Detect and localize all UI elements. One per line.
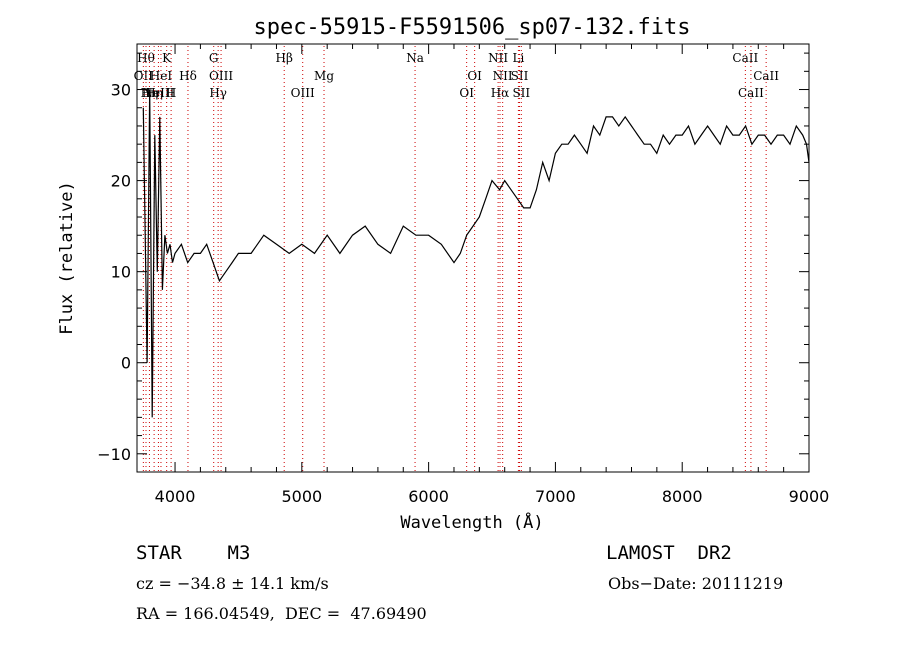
marker-label: OIII — [291, 86, 315, 100]
marker-label: OIII — [209, 69, 233, 83]
marker-label: Hβ — [276, 51, 293, 65]
marker-label: Hα — [491, 86, 510, 100]
spectrum-line — [142, 89, 810, 418]
plot-frame — [136, 43, 810, 473]
chart-title: spec-55915-F5591506_sp07-132.fits — [253, 15, 690, 40]
marker-label: G — [209, 51, 219, 65]
redshift-cz: cz = −34.8 ± 14.1 km/s — [136, 574, 329, 593]
marker-label: HeI — [150, 69, 173, 83]
marker-label: SII — [512, 86, 530, 100]
marker-label: NII — [488, 51, 508, 65]
x-tick-label: 5000 — [281, 487, 322, 506]
survey-name: LAMOST DR2 — [606, 542, 732, 564]
marker-label: H — [166, 86, 176, 100]
marker-label: NeIII — [143, 86, 175, 100]
y-tick-label: 30 — [111, 81, 131, 100]
y-tick-label: 10 — [111, 263, 131, 282]
coordinates: RA = 166.04549, DEC = 47.69490 — [136, 604, 427, 623]
marker-label: OI — [467, 69, 482, 83]
marker-label: SII — [511, 69, 529, 83]
marker-label: Na — [406, 51, 424, 65]
x-axis-label: Wavelength (Å) — [400, 511, 543, 533]
x-tick-label: 8000 — [662, 487, 703, 506]
marker-label: OII — [134, 69, 154, 83]
x-tick-label: 4000 — [155, 487, 196, 506]
observation-date: Obs−Date: 20111219 — [608, 574, 784, 593]
line-markers: OIIHθHηHηNeIIIHeIKHHδGHγOIIIHβOIIIMgNaOI… — [134, 46, 779, 472]
x-tick-label: 9000 — [789, 487, 830, 506]
axis-ticks: 4000 5000 6000 7000 8000 9000 −10 0 10 20 30 — [97, 44, 829, 506]
x-tick-label: 7000 — [535, 487, 576, 506]
y-tick-label: 0 — [121, 354, 131, 373]
marker-label: OI — [459, 86, 474, 100]
marker-label: CaII — [753, 69, 779, 83]
y-tick-label: 20 — [111, 172, 131, 191]
marker-label: NII — [493, 69, 513, 83]
marker-label: CaII — [738, 86, 764, 100]
marker-label: Hγ — [209, 86, 227, 100]
object-type: STAR M3 — [136, 542, 251, 564]
marker-label: Hθ — [137, 51, 155, 65]
marker-label: CaII — [732, 51, 758, 65]
marker-label: Hδ — [179, 69, 197, 83]
marker-label: Li — [512, 51, 524, 65]
y-tick-label: −10 — [97, 445, 131, 464]
marker-label: Mg — [314, 69, 334, 83]
y-axis-label: Flux (relative) — [57, 181, 77, 335]
marker-label: K — [162, 51, 172, 65]
x-tick-label: 6000 — [408, 487, 449, 506]
